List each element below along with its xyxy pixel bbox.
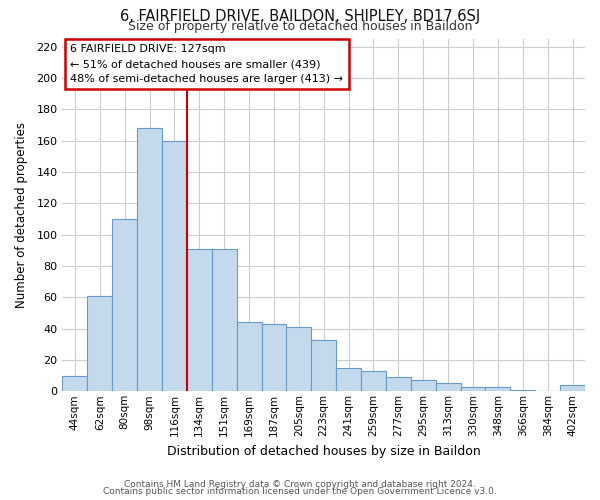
Bar [286, 327, 311, 392]
Bar [112, 219, 137, 392]
Bar [62, 376, 88, 392]
Text: Size of property relative to detached houses in Baildon: Size of property relative to detached ho… [128, 20, 472, 33]
Bar [461, 386, 485, 392]
Bar [187, 249, 212, 392]
Bar [162, 141, 187, 392]
X-axis label: Distribution of detached houses by size in Baildon: Distribution of detached houses by size … [167, 444, 481, 458]
Bar [485, 386, 511, 392]
Bar [236, 322, 262, 392]
Text: Contains HM Land Registry data © Crown copyright and database right 2024.: Contains HM Land Registry data © Crown c… [124, 480, 476, 489]
Bar [361, 371, 386, 392]
Bar [262, 324, 286, 392]
Bar [511, 390, 535, 392]
Bar [411, 380, 436, 392]
Text: 6 FAIRFIELD DRIVE: 127sqm
← 51% of detached houses are smaller (439)
48% of semi: 6 FAIRFIELD DRIVE: 127sqm ← 51% of detac… [70, 44, 343, 84]
Bar [386, 377, 411, 392]
Bar [436, 384, 461, 392]
Text: Contains public sector information licensed under the Open Government Licence v3: Contains public sector information licen… [103, 488, 497, 496]
Y-axis label: Number of detached properties: Number of detached properties [15, 122, 28, 308]
Bar [137, 128, 162, 392]
Bar [311, 340, 336, 392]
Bar [88, 296, 112, 392]
Bar [560, 385, 585, 392]
Bar [336, 368, 361, 392]
Bar [212, 249, 236, 392]
Text: 6, FAIRFIELD DRIVE, BAILDON, SHIPLEY, BD17 6SJ: 6, FAIRFIELD DRIVE, BAILDON, SHIPLEY, BD… [120, 9, 480, 24]
